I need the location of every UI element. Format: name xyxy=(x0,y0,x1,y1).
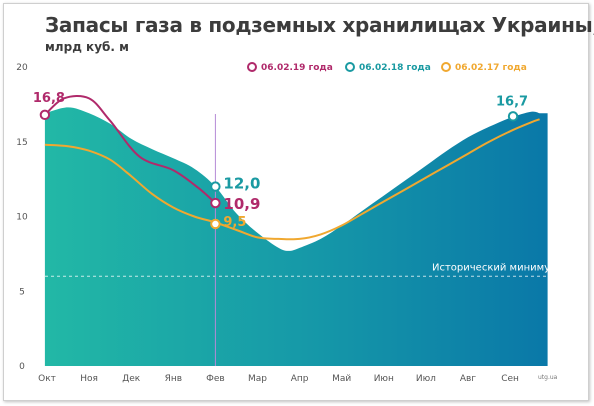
x-tick-label: Июн xyxy=(374,374,394,384)
area-layer xyxy=(44,107,548,367)
value-label-2017: 9,5 xyxy=(223,215,246,230)
legend: 06.02.19 года 06.02.18 года 06.02.17 года xyxy=(247,62,527,73)
x-tick-label: Ноя xyxy=(80,374,98,384)
point-2019-start xyxy=(39,109,51,121)
x-tick-label: Июл xyxy=(416,374,436,384)
legend-label: 06.02.19 года xyxy=(261,63,333,73)
chart-title: Запасы газа в подземных хранилищах Украи… xyxy=(45,13,594,37)
x-tick-label: Фев xyxy=(206,374,225,384)
y-tick-label: 5 xyxy=(19,287,25,297)
x-tick-label: Дек xyxy=(122,374,141,384)
x-tick-label: Апр xyxy=(291,374,309,384)
reference-layer: Исторический минимум xyxy=(45,262,558,277)
point-2017-marker xyxy=(210,218,221,230)
value-label-2019: 10,9 xyxy=(223,195,260,213)
series-line-2019 xyxy=(44,95,217,204)
series-line-2017 xyxy=(44,118,540,241)
y-tick-label: 10 xyxy=(16,213,28,223)
value-label-2019-start: 16,8 xyxy=(33,91,65,106)
x-axis: Окт Ноя Дек Янв Фев Мар Апр Май Июн Июл Авг Сен xyxy=(38,374,519,384)
point-2018-marker xyxy=(210,181,221,192)
historical-minimum-label: Исторический минимум xyxy=(432,262,558,273)
x-tick-label: Янв xyxy=(165,374,182,384)
chart-subtitle: млрд куб. м xyxy=(45,40,129,54)
point-2019-marker xyxy=(210,197,221,209)
y-tick-label: 0 xyxy=(19,362,25,372)
legend-label: 06.02.17 года xyxy=(455,63,527,73)
y-tick-label: 20 xyxy=(16,63,28,73)
x-tick-label: Сен xyxy=(501,374,519,384)
value-label-2018-end: 16,7 xyxy=(496,94,528,109)
source-label: utg.ua xyxy=(538,374,558,381)
x-tick-label: Мар xyxy=(248,374,267,384)
point-layer: 16,8 12,0 10,9 9,5 16,7 xyxy=(33,91,528,230)
series-area-2018 xyxy=(44,107,548,367)
point-2018-end xyxy=(507,111,519,122)
legend-label: 06.02.18 года xyxy=(359,63,431,73)
line-layer xyxy=(44,95,540,241)
x-tick-label: Окт xyxy=(38,374,56,384)
legend-marker xyxy=(441,62,451,72)
x-tick-label: Авг xyxy=(460,374,476,384)
legend-marker xyxy=(345,62,355,72)
legend-marker xyxy=(247,62,257,72)
y-axis: 0 5 10 15 20 xyxy=(16,63,28,372)
value-label-2018: 12,0 xyxy=(223,175,260,193)
x-tick-label: Май xyxy=(332,374,351,384)
y-tick-label: 15 xyxy=(16,138,27,148)
